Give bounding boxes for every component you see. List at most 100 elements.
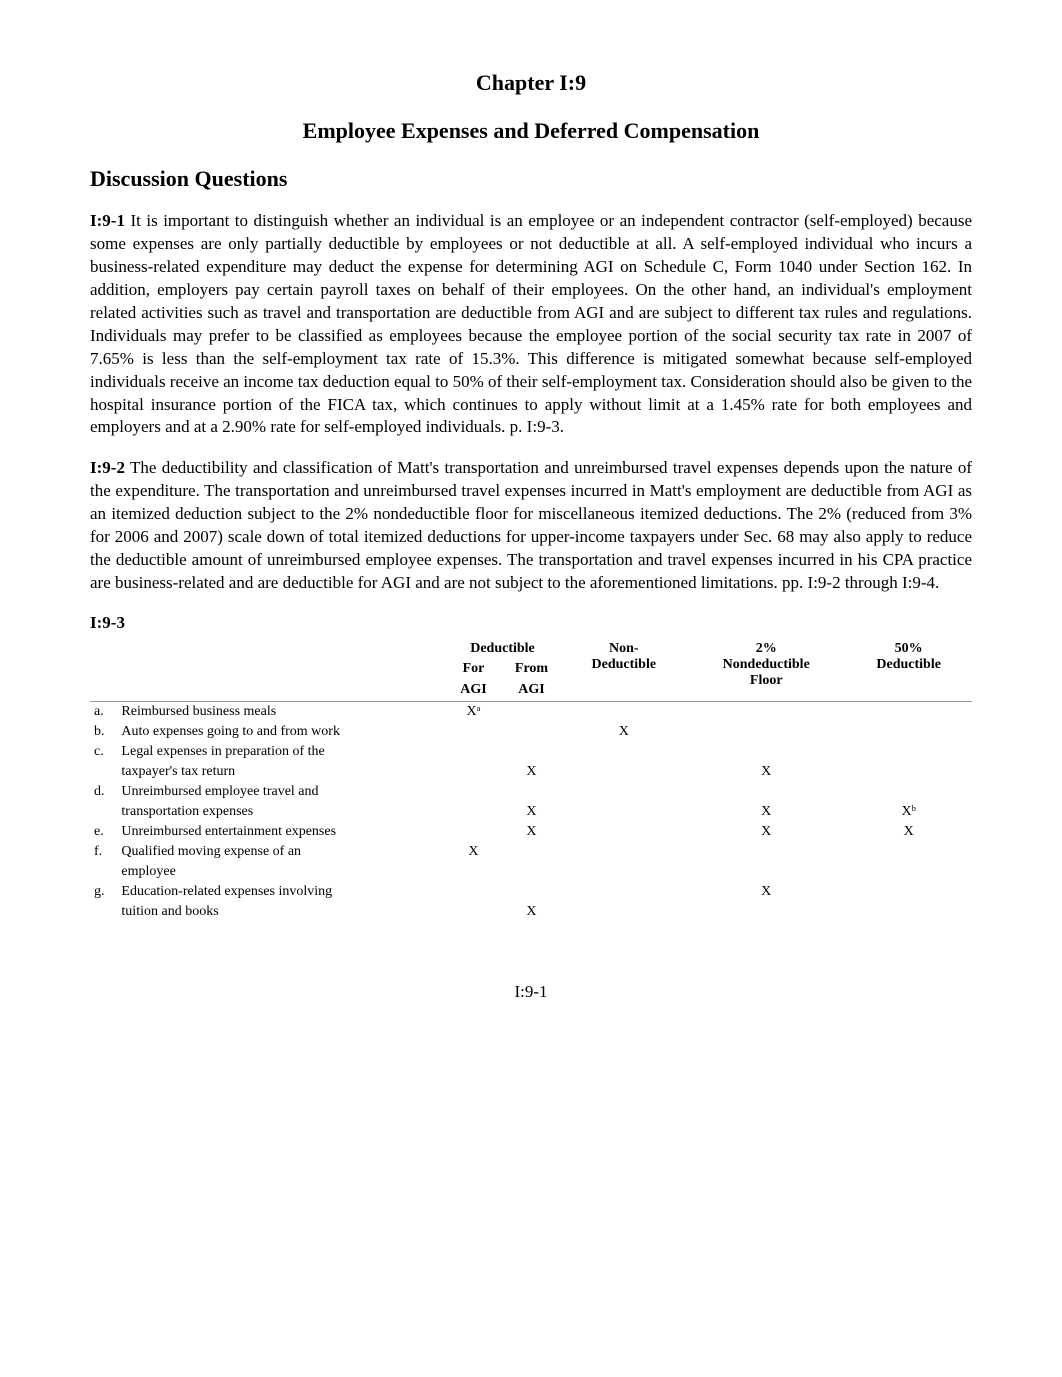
cell-from-agi [502,882,560,902]
row-description: employee [117,862,444,882]
row-description: transportation expenses [117,802,444,822]
cell-floor: X [687,882,845,902]
cell-from-agi: X [502,802,560,822]
header-nondeductible: Non- Deductible [561,639,688,702]
row-letter: a. [90,702,117,723]
cell-floor [687,782,845,802]
table-row: transportation expensesXXXᵇ [90,802,972,822]
row-letter: e. [90,822,117,842]
row-letter: f. [90,842,117,862]
table-row: c.Legal expenses in preparation of the [90,742,972,762]
table-row: a.Reimbursed business mealsXᵃ [90,702,972,723]
table-row: f.Qualified moving expense of anX [90,842,972,862]
cell-for-agi [444,862,502,882]
cell-from-agi [502,722,560,742]
table-row: employee [90,862,972,882]
row-letter: d. [90,782,117,802]
paragraph-2-text: The deductibility and classification of … [90,458,972,592]
cell-for-agi [444,802,502,822]
row-letter: c. [90,742,117,762]
cell-fifty [845,782,972,802]
chapter-title: Chapter I:9 [90,70,972,96]
row-description: taxpayer's tax return [117,762,444,782]
cell-for-agi [444,762,502,782]
row-letter [90,802,117,822]
cell-floor [687,902,845,922]
header-floor: 2% Nondeductible Floor [687,639,845,702]
cell-from-agi [502,782,560,802]
cell-for-agi [444,902,502,922]
row-letter: b. [90,722,117,742]
section-heading: Discussion Questions [90,166,972,192]
cell-floor [687,702,845,723]
row-description: Reimbursed business meals [117,702,444,723]
cell-fifty: Xᵇ [845,802,972,822]
cell-floor: X [687,822,845,842]
cell-fifty [845,722,972,742]
cell-for-agi: X [444,842,502,862]
cell-nondeductible [561,742,688,762]
table-row: g.Education-related expenses involving X [90,882,972,902]
row-description: Unreimbursed employee travel and [117,782,444,802]
header-from: From [502,659,560,679]
cell-nondeductible [561,822,688,842]
cell-fifty [845,742,972,762]
paragraph-1: I:9-1 It is important to distinguish whe… [90,210,972,439]
row-letter [90,902,117,922]
header-for: For [444,659,502,679]
header-deductible-group: Deductible [444,639,560,659]
header-agi-2: AGI [502,679,560,702]
table-row: tuition and books X [90,902,972,922]
table-row: b.Auto expenses going to and from work X [90,722,972,742]
row-description: tuition and books [117,902,444,922]
cell-fifty [845,762,972,782]
cell-for-agi: Xᵃ [444,702,502,723]
cell-nondeductible [561,842,688,862]
table-body: a.Reimbursed business mealsXᵃb.Auto expe… [90,702,972,923]
row-description: Qualified moving expense of an [117,842,444,862]
cell-from-agi: X [502,822,560,842]
cell-fifty [845,882,972,902]
cell-from-agi [502,862,560,882]
row-letter: g. [90,882,117,902]
cell-fifty [845,862,972,882]
header-fifty: 50% Deductible [845,639,972,702]
cell-from-agi [502,842,560,862]
cell-nondeductible [561,782,688,802]
paragraph-1-label: I:9-1 [90,211,125,230]
cell-for-agi [444,722,502,742]
cell-nondeductible [561,802,688,822]
cell-fifty [845,702,972,723]
paragraph-2: I:9-2 The deductibility and classificati… [90,457,972,595]
cell-for-agi [444,782,502,802]
cell-floor [687,842,845,862]
deductibility-table: Deductible Non- Deductible 2% Nondeducti… [90,639,972,922]
cell-nondeductible [561,882,688,902]
table-super-header-row: Deductible Non- Deductible 2% Nondeducti… [90,639,972,659]
cell-nondeductible: X [561,722,688,742]
cell-floor: X [687,762,845,782]
cell-nondeductible [561,762,688,782]
cell-fifty: X [845,822,972,842]
row-description: Legal expenses in preparation of the [117,742,444,762]
row-description: Auto expenses going to and from work [117,722,444,742]
chapter-subtitle: Employee Expenses and Deferred Compensat… [90,118,972,144]
row-letter [90,762,117,782]
cell-floor: X [687,802,845,822]
cell-floor [687,742,845,762]
cell-fifty [845,902,972,922]
cell-fifty [845,842,972,862]
cell-from-agi [502,702,560,723]
row-letter [90,862,117,882]
cell-for-agi [444,742,502,762]
paragraph-2-label: I:9-2 [90,458,125,477]
cell-nondeductible [561,902,688,922]
table-row: e.Unreimbursed entertainment expensesXXX [90,822,972,842]
row-description: Education-related expenses involving [117,882,444,902]
cell-for-agi [444,822,502,842]
table-row: d.Unreimbursed employee travel and [90,782,972,802]
paragraph-1-text: It is important to distinguish whether a… [90,211,972,436]
cell-nondeductible [561,702,688,723]
cell-for-agi [444,882,502,902]
cell-from-agi: X [502,902,560,922]
